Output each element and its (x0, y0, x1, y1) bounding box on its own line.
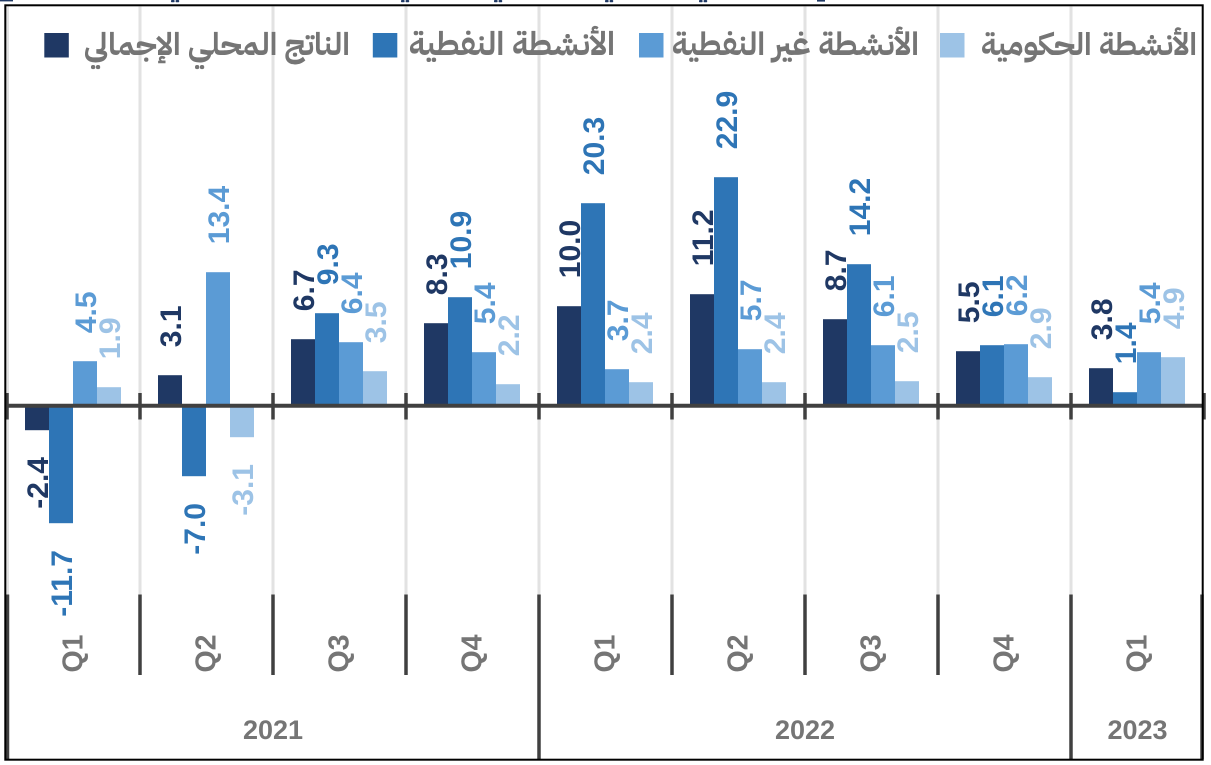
svg-text:-2.4: -2.4 (22, 457, 55, 509)
svg-text:6.2: 6.2 (1001, 274, 1034, 316)
svg-text:11.2: 11.2 (687, 209, 720, 266)
svg-text:5.7: 5.7 (735, 279, 768, 321)
svg-text:5.4: 5.4 (1134, 282, 1167, 324)
svg-text:Q1: Q1 (1122, 634, 1154, 672)
svg-text:2.2: 2.2 (493, 314, 526, 356)
svg-text:Q1: Q1 (58, 634, 90, 672)
svg-text:1.9: 1.9 (94, 317, 127, 359)
svg-text:4.9: 4.9 (1158, 287, 1191, 329)
svg-text:3.5: 3.5 (360, 301, 393, 343)
svg-text:2.5: 2.5 (892, 311, 925, 353)
svg-text:5.4: 5.4 (469, 282, 502, 324)
svg-text:4.5: 4.5 (70, 291, 103, 333)
svg-text:-11.7: -11.7 (46, 550, 79, 617)
svg-text:9.3: 9.3 (312, 243, 345, 285)
svg-text:2.9: 2.9 (1025, 307, 1058, 349)
svg-text:20.3: 20.3 (578, 117, 611, 175)
svg-text:3.7: 3.7 (602, 299, 635, 341)
svg-text:8.7: 8.7 (820, 249, 853, 291)
svg-text:3.1: 3.1 (155, 305, 188, 347)
svg-text:2023: 2023 (1107, 715, 1167, 745)
svg-text:Q3: Q3 (324, 634, 356, 672)
svg-text:Q1: Q1 (590, 634, 622, 672)
svg-text:2021: 2021 (243, 715, 303, 745)
svg-text:1.4: 1.4 (1110, 322, 1143, 364)
svg-text:6.4: 6.4 (336, 272, 369, 314)
svg-text:6.7: 6.7 (288, 269, 321, 311)
svg-text:3.8: 3.8 (1086, 298, 1119, 340)
svg-text:10.9: 10.9 (445, 211, 478, 269)
svg-text:Q4: Q4 (989, 634, 1021, 672)
svg-text:2.4: 2.4 (626, 312, 659, 354)
svg-text:6.1: 6.1 (868, 275, 901, 317)
svg-text:22.9: 22.9 (711, 91, 744, 149)
svg-text:-7.0: -7.0 (179, 503, 212, 555)
svg-text:5.5: 5.5 (953, 281, 986, 323)
svg-text:-3.1: -3.1 (227, 464, 260, 516)
svg-text:2.4: 2.4 (759, 312, 792, 354)
svg-text:Q3: Q3 (856, 634, 888, 672)
svg-text:14.2: 14.2 (844, 178, 877, 236)
svg-text:8.3: 8.3 (421, 253, 454, 295)
svg-text:Q2: Q2 (723, 634, 755, 672)
svg-text:13.4: 13.4 (203, 185, 236, 244)
svg-text:Q4: Q4 (457, 634, 489, 672)
svg-text:10.0: 10.0 (554, 220, 587, 278)
svg-text:2022: 2022 (775, 715, 835, 745)
svg-text:Q2: Q2 (191, 634, 223, 672)
svg-text:6.1: 6.1 (977, 275, 1010, 317)
